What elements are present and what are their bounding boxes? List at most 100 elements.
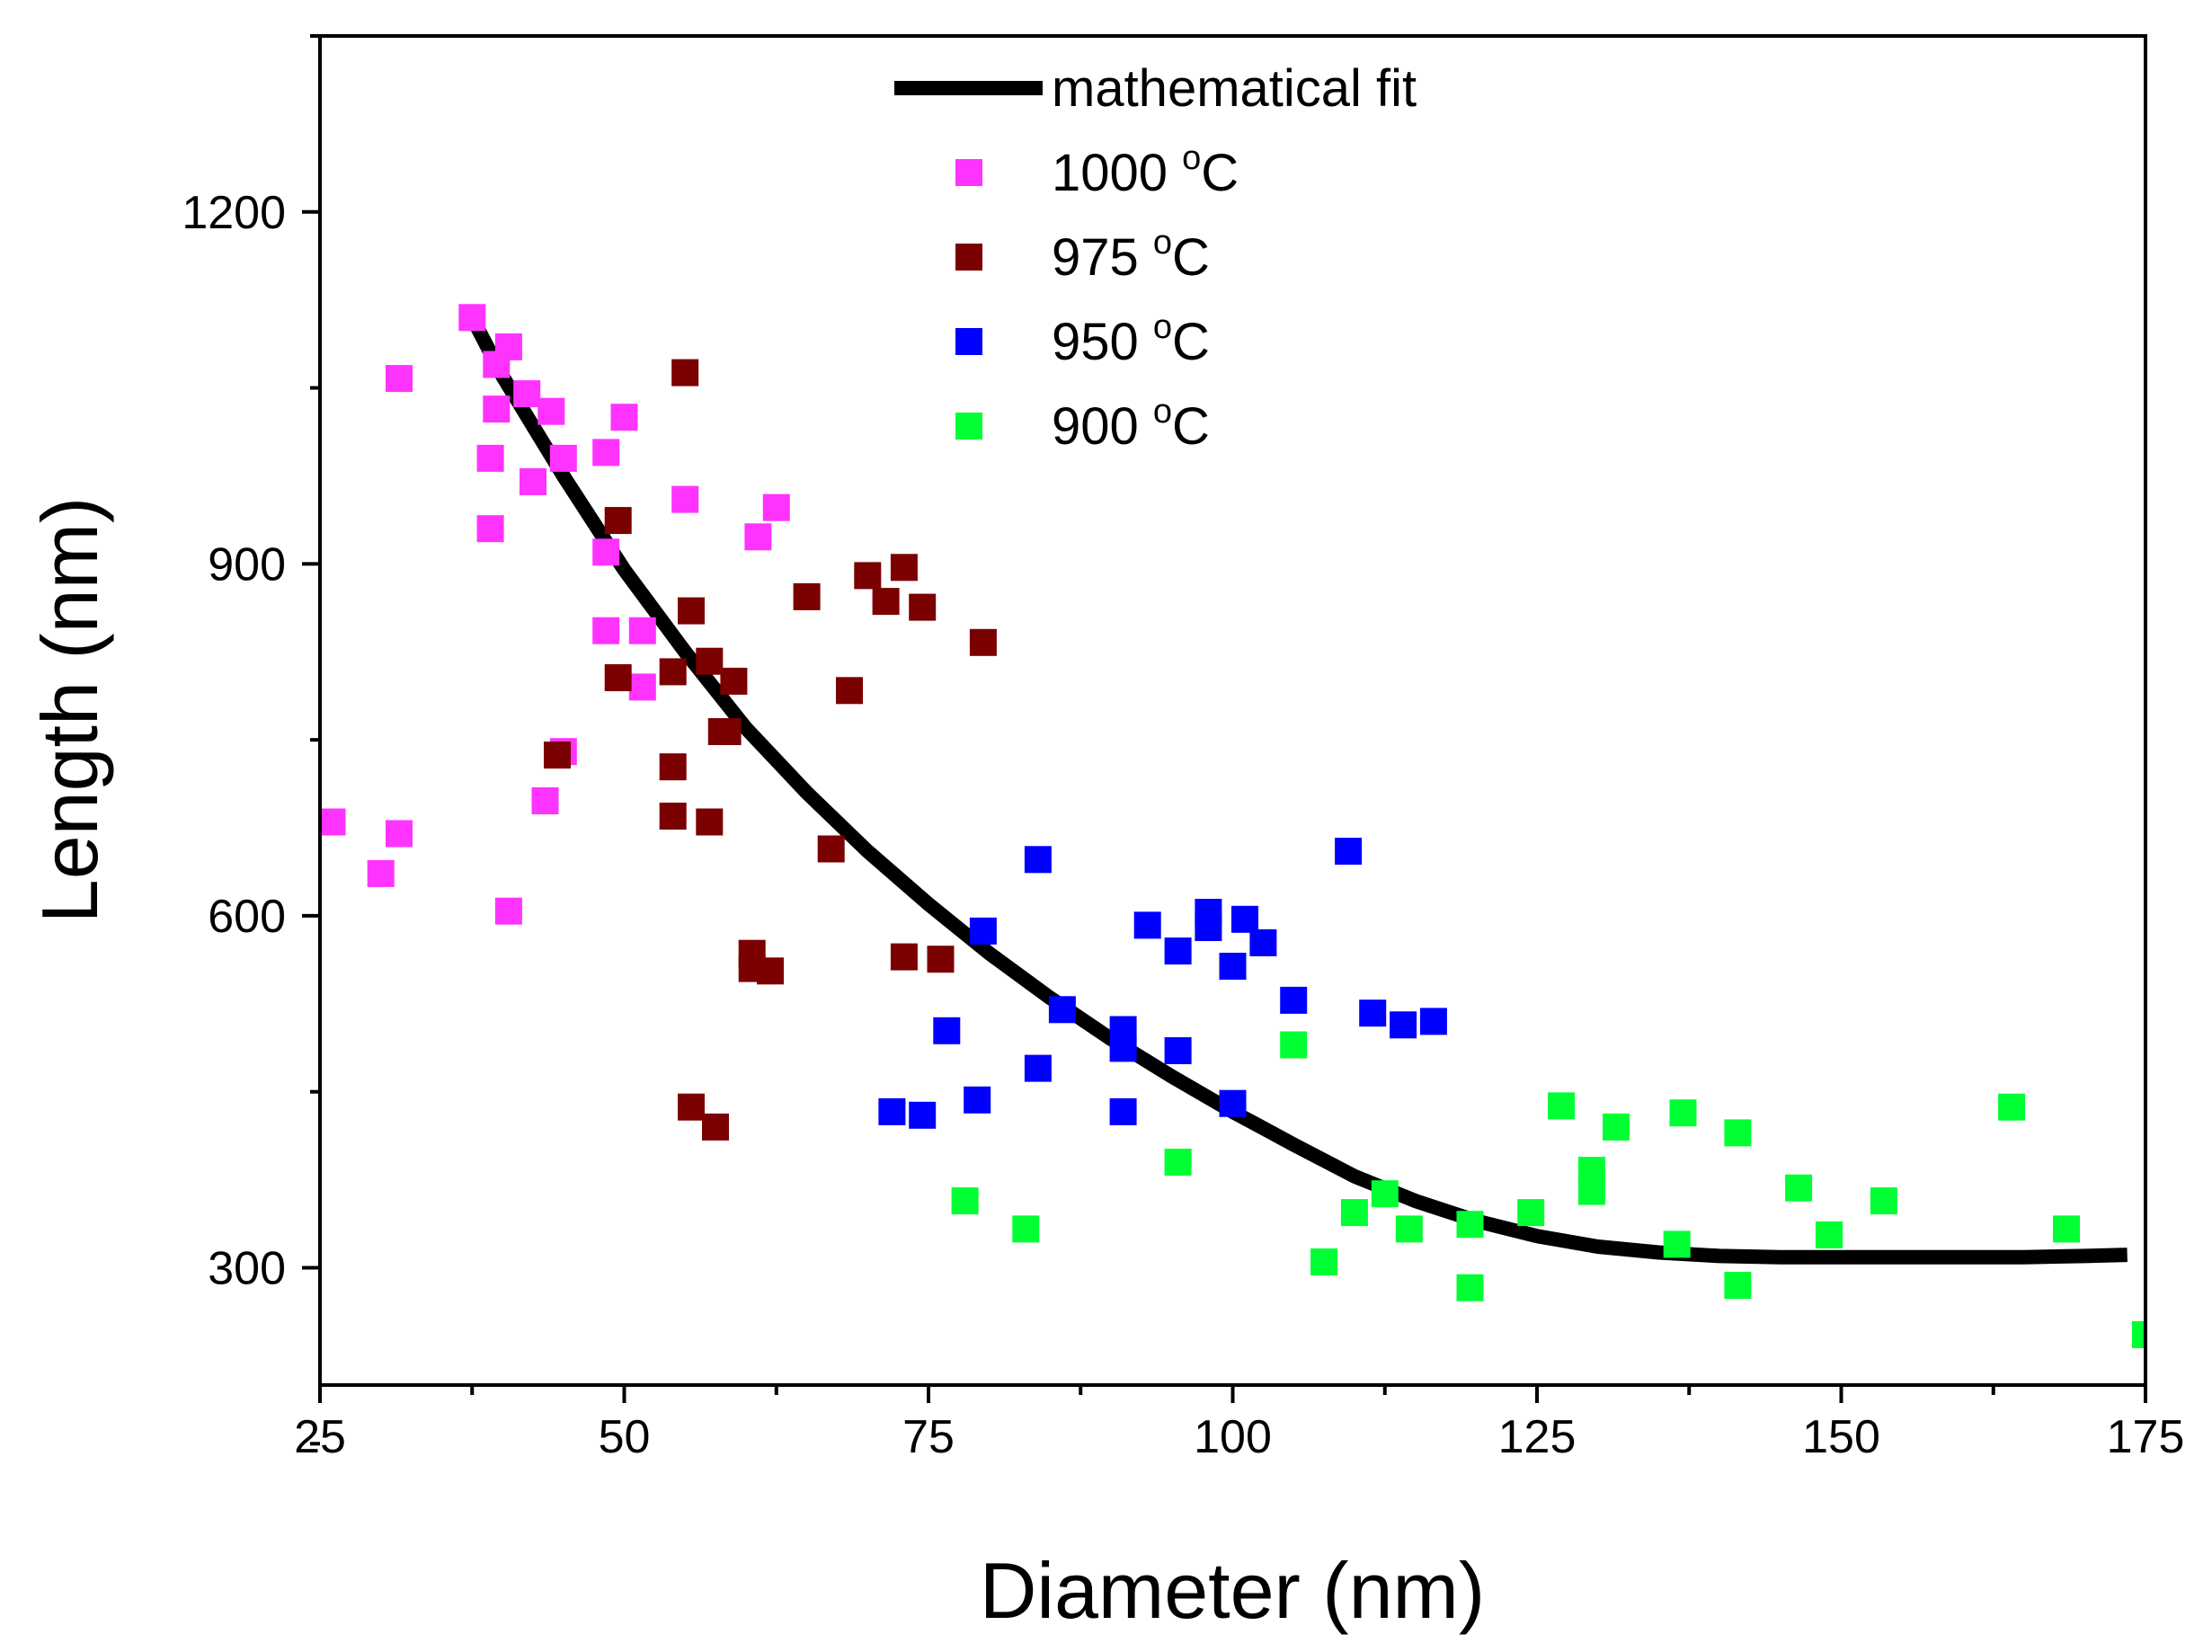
legend-label-degree: o <box>1153 308 1172 346</box>
legend-label-fit: mathematical fit <box>1052 59 1417 118</box>
x-tick-label: 175 <box>2107 1411 2185 1463</box>
data-point-series-3 <box>1669 1099 1697 1127</box>
data-point-series-2 <box>933 1017 961 1044</box>
data-point-series-2 <box>969 917 997 945</box>
data-point-series-2 <box>1195 914 1222 941</box>
legend-marker-series-1 <box>955 244 982 271</box>
data-point-series-0 <box>494 333 522 360</box>
legend-label-series-1: 975 oC <box>1052 224 1210 287</box>
data-point-series-1 <box>678 1093 705 1121</box>
data-point-series-3 <box>1310 1248 1338 1275</box>
data-point-series-2 <box>1231 905 1258 933</box>
data-point-series-1 <box>890 554 918 582</box>
data-point-series-3 <box>1456 1211 1484 1239</box>
data-point-series-3 <box>1164 1149 1192 1176</box>
data-point-series-3 <box>1280 1031 1308 1059</box>
data-point-series-1 <box>872 588 900 616</box>
data-point-series-1 <box>702 1113 729 1141</box>
data-point-series-3 <box>1517 1199 1545 1227</box>
data-point-series-3 <box>1724 1272 1752 1300</box>
data-point-series-1 <box>659 803 687 830</box>
data-point-series-2 <box>1109 1097 1137 1125</box>
data-point-series-1 <box>854 562 882 590</box>
data-point-series-3 <box>1603 1113 1630 1141</box>
data-point-series-3 <box>1816 1221 1843 1248</box>
legend-label-value: 900 <box>1052 397 1153 456</box>
data-point-series-0 <box>458 304 486 332</box>
x-tick-label: 100 <box>1194 1411 1272 1463</box>
data-point-series-1 <box>671 359 699 386</box>
data-point-series-2 <box>1249 928 1277 956</box>
x-axis-title: Diameter (nm) <box>980 1546 1485 1635</box>
data-point-series-0 <box>476 515 504 543</box>
data-point-series-1 <box>696 808 724 836</box>
data-point-series-2 <box>1024 846 1052 874</box>
legend-label-unit: C <box>1172 313 1210 371</box>
data-point-series-0 <box>628 673 656 701</box>
data-point-series-3 <box>1577 1177 1605 1205</box>
data-point-series-2 <box>1219 953 1247 980</box>
data-point-series-0 <box>494 897 522 925</box>
data-point-series-3 <box>1870 1187 1897 1215</box>
data-point-series-0 <box>483 395 511 423</box>
data-point-series-3 <box>1012 1215 1040 1243</box>
data-point-series-3 <box>2053 1215 2080 1243</box>
legend-label-degree: o <box>1153 393 1172 431</box>
data-point-series-1 <box>836 677 863 705</box>
legend-label-value: 975 <box>1052 228 1153 287</box>
data-point-series-0 <box>537 397 565 425</box>
data-point-series-2 <box>1024 1054 1052 1082</box>
data-point-series-1 <box>927 946 955 973</box>
data-point-series-0 <box>762 493 790 521</box>
data-point-series-3 <box>1456 1274 1484 1301</box>
points-layer <box>320 304 2145 1348</box>
data-point-series-0 <box>320 808 346 836</box>
data-point-series-3 <box>1785 1174 1813 1202</box>
data-point-series-3 <box>951 1187 979 1215</box>
data-point-series-3 <box>2132 1320 2145 1348</box>
data-point-series-2 <box>1219 1089 1247 1117</box>
data-point-series-1 <box>604 664 632 691</box>
data-point-series-0 <box>592 538 620 566</box>
data-point-series-0 <box>513 380 541 408</box>
data-point-series-3 <box>1998 1093 2026 1121</box>
y-tick-label: 1200 <box>182 187 286 239</box>
data-point-series-1 <box>696 647 724 675</box>
data-point-series-0 <box>628 617 656 644</box>
x-tick-label: 150 <box>1802 1411 1880 1463</box>
data-point-series-1 <box>659 753 687 781</box>
data-point-series-1 <box>793 582 821 610</box>
data-point-series-2 <box>1280 986 1308 1014</box>
data-point-series-2 <box>1164 937 1192 965</box>
data-point-series-3 <box>1548 1092 1576 1120</box>
data-point-series-0 <box>531 787 559 814</box>
data-point-series-3 <box>1663 1230 1691 1258</box>
data-point-series-0 <box>476 444 504 472</box>
data-point-series-1 <box>544 742 571 769</box>
legend-label-unit: C <box>1172 228 1210 287</box>
data-point-series-0 <box>386 365 413 393</box>
data-point-series-1 <box>659 658 687 686</box>
y-axis-title: Length (nm) <box>25 497 114 923</box>
data-point-series-2 <box>1419 1008 1447 1035</box>
data-point-series-3 <box>1371 1180 1399 1208</box>
data-point-series-2 <box>1335 838 1363 866</box>
y-tick-label: 600 <box>208 891 286 943</box>
data-point-series-1 <box>969 628 997 656</box>
data-point-series-2 <box>909 1101 937 1129</box>
legend-marker-series-0 <box>955 159 982 186</box>
y-tick-label: 300 <box>208 1242 286 1294</box>
x-tick-label: 50 <box>599 1411 651 1463</box>
data-point-series-0 <box>549 444 577 472</box>
legend-label-value: 1000 <box>1052 144 1182 202</box>
x-tick-label: 25 <box>294 1411 346 1463</box>
data-point-series-0 <box>592 617 620 644</box>
data-point-series-1 <box>714 718 742 745</box>
legend-label-degree: o <box>1153 224 1172 262</box>
legend-label-value: 950 <box>1052 313 1153 371</box>
legend-marker-series-3 <box>955 413 982 440</box>
legend-label-series-3: 900 oC <box>1052 393 1210 456</box>
data-point-series-1 <box>890 943 918 971</box>
